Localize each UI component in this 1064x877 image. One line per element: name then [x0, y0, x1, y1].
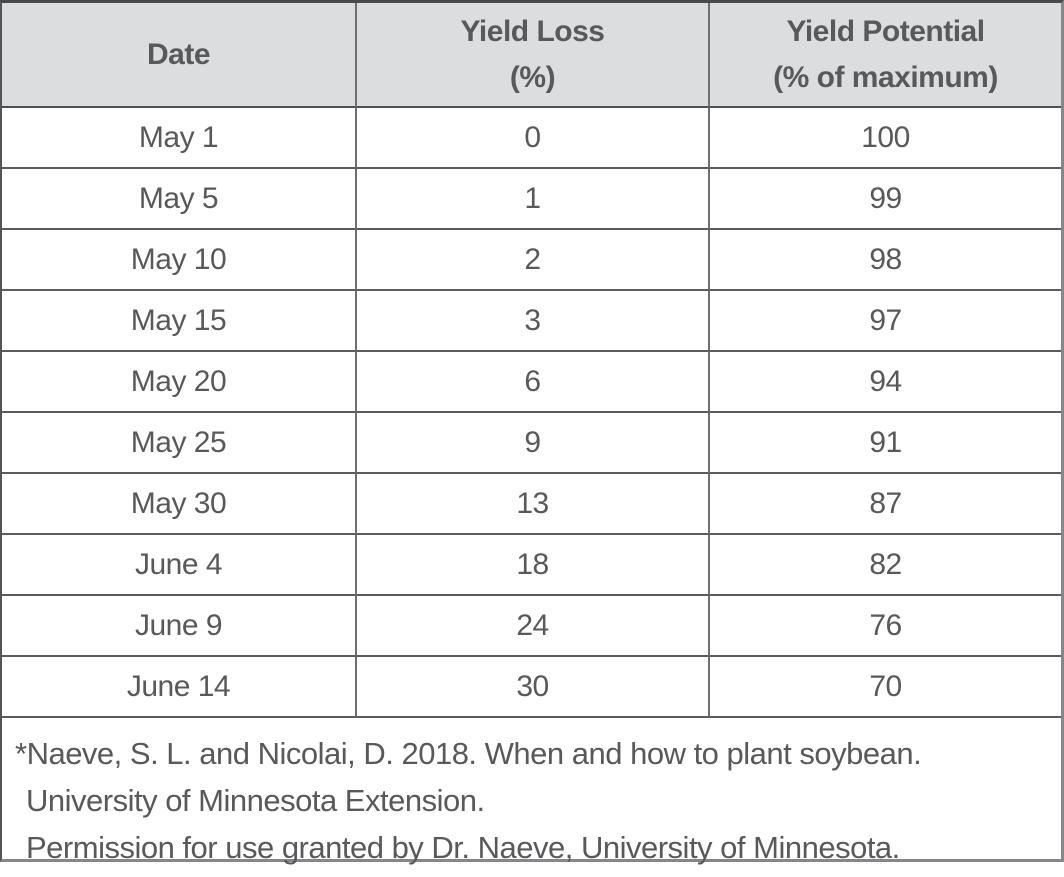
cell-yield-potential: 87	[710, 474, 1061, 535]
header-date-label: Date	[146, 37, 211, 71]
cell-date: May 20	[2, 352, 357, 413]
cell-yield-loss: 18	[357, 535, 710, 596]
cell-date: May 15	[2, 291, 357, 352]
table-footnote: *Naeve, S. L. and Nicolai, D. 2018. When…	[2, 718, 1061, 865]
cell-date: June 9	[2, 596, 357, 657]
cell-date: June 4	[2, 535, 357, 596]
cell-date: June 14	[2, 657, 357, 718]
footnote-line: University of Minnesota Extension.	[26, 783, 485, 818]
cell-yield-loss: 0	[357, 108, 710, 169]
cell-yield-potential: 82	[710, 535, 1061, 596]
cell-yield-loss: 13	[357, 474, 710, 535]
cell-date: May 5	[2, 169, 357, 230]
cell-yield-potential: 98	[710, 230, 1061, 291]
cell-yield-loss: 1	[357, 169, 710, 230]
header-yield-potential-line1: Yield Potential	[786, 14, 985, 48]
footnote-line: *Naeve, S. L. and Nicolai, D. 2018. When…	[15, 736, 922, 771]
cell-yield-potential: 91	[710, 413, 1061, 474]
cell-yield-loss: 9	[357, 413, 710, 474]
cell-date: May 30	[2, 474, 357, 535]
header-yield-potential-line2: (% of maximum)	[773, 60, 998, 94]
cell-yield-potential: 97	[710, 291, 1061, 352]
header-yield-loss-line1: Yield Loss	[460, 14, 605, 48]
cell-yield-loss: 30	[357, 657, 710, 718]
cell-yield-potential: 76	[710, 596, 1061, 657]
header-cell-date: Date	[2, 3, 357, 108]
header-cell-yield-loss: Yield Loss (%)	[357, 3, 710, 108]
header-yield-loss-line2: (%)	[509, 60, 556, 94]
cell-yield-potential: 99	[710, 169, 1061, 230]
cell-yield-loss: 6	[357, 352, 710, 413]
cell-yield-loss: 2	[357, 230, 710, 291]
cell-date: May 1	[2, 108, 357, 169]
header-cell-yield-potential: Yield Potential (% of maximum)	[710, 3, 1061, 108]
cell-yield-loss: 24	[357, 596, 710, 657]
footnote-line: Permission for use granted by Dr. Naeve,…	[26, 830, 900, 865]
cell-date: May 10	[2, 230, 357, 291]
cell-date: May 25	[2, 413, 357, 474]
cell-yield-potential: 70	[710, 657, 1061, 718]
cell-yield-loss: 3	[357, 291, 710, 352]
cell-yield-potential: 100	[710, 108, 1061, 169]
cell-yield-potential: 94	[710, 352, 1061, 413]
